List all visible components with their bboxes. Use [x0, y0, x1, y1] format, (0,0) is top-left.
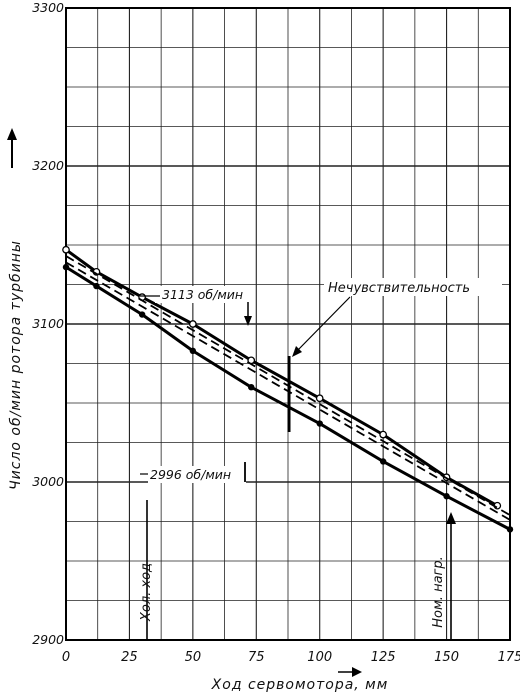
- x-tick-label: 100: [307, 650, 332, 665]
- grid: [7, 7, 511, 677]
- data-point: [62, 245, 70, 254]
- annotations: 3113 об/мин 2996 об/мин Нечувствительность…: [139, 278, 502, 640]
- data-point: [506, 526, 514, 533]
- y-axis-arrow-head: [7, 128, 17, 140]
- x-tick-label: 25: [121, 650, 138, 665]
- data-point: [62, 263, 70, 271]
- tick-labels: 0 25 50 75 100 125 150 175 2900 3000 3100 3200 3300: [32, 0, 520, 665]
- annotation-bg: [155, 286, 255, 303]
- x-tick-label: 125: [371, 650, 396, 665]
- y-tick-label: 2900: [32, 632, 64, 647]
- annotation-arrow-head: [446, 512, 456, 524]
- annotation-arrow-head: [244, 316, 252, 326]
- annotation-insensitivity: Нечувствительность: [328, 281, 470, 296]
- y-axis-label: Число об/мин ротора турбины: [8, 240, 24, 490]
- x-tick-label: 175: [498, 650, 520, 665]
- data-point: [189, 320, 197, 328]
- y-tick-label: 3100: [32, 316, 64, 331]
- data-point: [138, 311, 146, 318]
- annotation-3113: 3113 об/мин: [162, 287, 243, 302]
- annotation-idle-run: Хол. ход: [139, 563, 154, 622]
- data-point: [248, 384, 255, 391]
- x-tick-label: 50: [185, 650, 202, 665]
- data-point: [443, 493, 450, 500]
- x-tick-label: 0: [62, 650, 70, 665]
- annotation-leader: [295, 296, 351, 353]
- y-tick-label: 3200: [32, 158, 64, 173]
- data-point: [379, 430, 387, 439]
- x-axis-label: Ход сервомотора, мм: [211, 677, 389, 693]
- y-tick-label: 3300: [32, 0, 64, 15]
- data-point: [93, 282, 100, 290]
- data-point: [189, 347, 197, 355]
- annotation-bg: [324, 278, 502, 296]
- annotation-nominal-load: Ном. нагр.: [431, 556, 446, 627]
- data-point: [316, 420, 323, 427]
- plot-frame: [65, 7, 511, 641]
- x-tick-label: 150: [434, 650, 459, 665]
- x-axis-arrow-head: [352, 667, 362, 677]
- annotation-2996: 2996 об/мин: [150, 467, 231, 482]
- data-point: [379, 458, 387, 465]
- annotation-bg: [148, 466, 246, 483]
- y-tick-label: 3000: [32, 474, 64, 489]
- x-tick-label: 75: [248, 650, 265, 665]
- annotation-arrow-head: [292, 346, 302, 357]
- data-point: [315, 394, 324, 403]
